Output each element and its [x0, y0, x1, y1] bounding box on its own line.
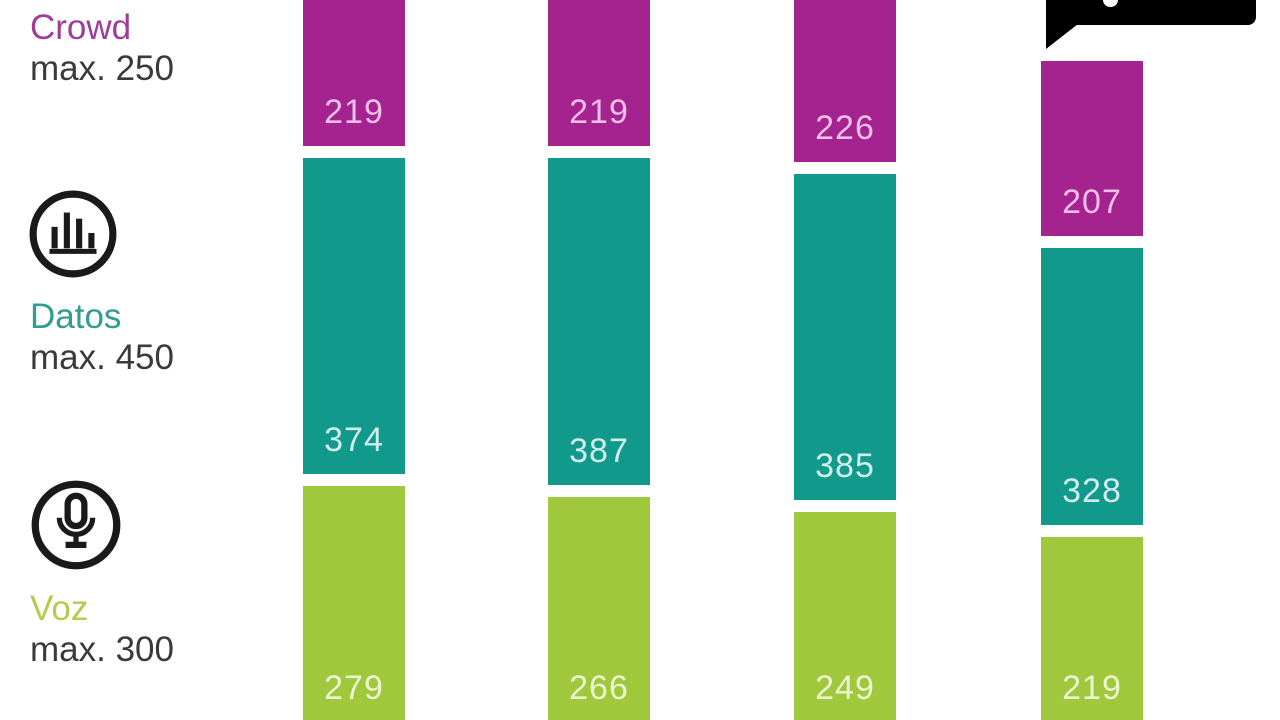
bar-segment-datos: 387 — [548, 158, 650, 486]
bar-segment-datos: 374 — [303, 158, 405, 475]
bar-value-label: 387 — [569, 432, 629, 471]
legend-max-voz: max. 300 — [30, 630, 174, 669]
speech-bubble-body — [1046, 0, 1256, 25]
bar-value-label: 207 — [1062, 182, 1122, 221]
bar-segment-voz: 266 — [548, 497, 650, 720]
bar-segment-crowd: 226 — [794, 0, 896, 163]
bar-segment-crowd: 219 — [548, 0, 650, 147]
bar-segment-crowd: 207 — [1041, 60, 1143, 236]
bar-segment-crowd: 219 — [303, 0, 405, 147]
bar-value-label: 219 — [1062, 668, 1122, 707]
bar-chart-icon — [29, 190, 117, 278]
bar-segment-voz: 219 — [1041, 536, 1143, 720]
bar-segment-voz: 279 — [303, 486, 405, 720]
bar-value-label: 374 — [324, 421, 384, 460]
legend-max-datos: max. 450 — [30, 338, 174, 377]
bar-value-label: 279 — [324, 668, 384, 707]
legend-label-datos: Datos — [30, 297, 122, 336]
microphone-icon — [31, 480, 121, 570]
bar-value-label: 219 — [324, 93, 384, 132]
bar-value-label: 226 — [815, 109, 875, 148]
legend-label-crowd: Crowd — [30, 8, 132, 47]
bar-segment-datos: 385 — [794, 174, 896, 500]
bar-value-label: 385 — [815, 446, 875, 485]
bar-value-label: 219 — [569, 93, 629, 132]
bar-value-label: 328 — [1062, 471, 1122, 510]
legend-max-crowd: max. 250 — [30, 49, 174, 88]
bar-segment-voz: 249 — [794, 511, 896, 720]
bar-value-label: 266 — [569, 668, 629, 707]
cut-off-glyph — [1103, 0, 1118, 7]
bar-segment-datos: 328 — [1041, 247, 1143, 525]
bar-value-label: 249 — [815, 668, 875, 707]
legend-label-voz: Voz — [30, 589, 89, 628]
